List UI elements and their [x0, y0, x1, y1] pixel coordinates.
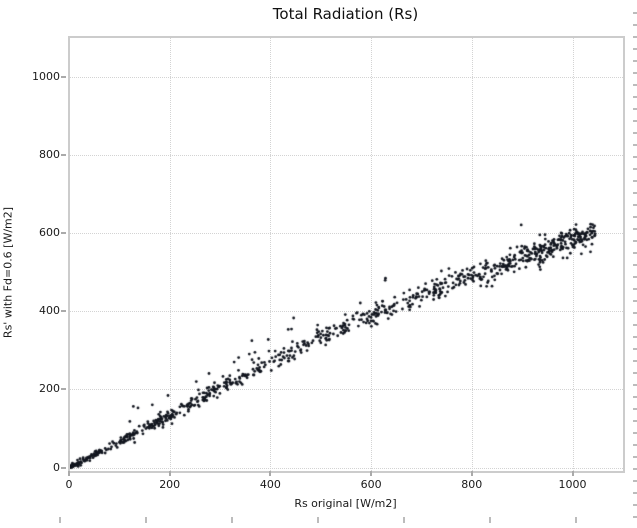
right-ruler-tick	[633, 84, 637, 86]
right-ruler-tick	[633, 36, 637, 38]
x-tick-label: 1000	[558, 478, 587, 491]
y-tick-label: 1000	[32, 69, 60, 83]
right-ruler-tick	[633, 216, 637, 218]
x-tick-mark	[168, 471, 171, 476]
right-ruler-tick	[633, 348, 637, 350]
chart-title: Total Radiation (Rs)	[272, 5, 419, 23]
right-ruler-tick	[633, 468, 637, 470]
bottom-ruler-tick	[403, 517, 405, 523]
x-tick-label: 800	[461, 478, 483, 491]
right-ruler-tick	[633, 360, 637, 362]
right-ruler-tick	[633, 24, 637, 26]
scatter-points-canvas	[70, 38, 623, 471]
y-tick-mark	[61, 310, 66, 313]
right-ruler-tick	[633, 372, 637, 374]
y-tick-label: 600	[39, 225, 60, 239]
right-ruler-tick	[633, 396, 637, 398]
x-tick-label: 0	[65, 478, 73, 491]
y-tick-mark	[61, 466, 66, 469]
bottom-ruler-tick	[231, 517, 233, 523]
right-ruler-tick	[633, 516, 637, 518]
y-tick-mark	[61, 75, 66, 78]
bottom-ruler-tick	[489, 517, 491, 523]
y-tick-mark	[61, 388, 66, 391]
x-tick-label: 400	[259, 478, 281, 491]
right-ruler-tick	[633, 48, 637, 50]
x-tick-mark	[269, 471, 272, 476]
bottom-ruler-tick	[575, 517, 577, 523]
right-ruler-tick	[633, 300, 637, 302]
right-ruler-tick	[633, 252, 637, 254]
bottom-ruler-tick	[59, 517, 61, 523]
y-tick-label: 0	[53, 460, 60, 474]
right-ruler-tick	[633, 264, 637, 266]
right-ruler-tick	[633, 72, 637, 74]
right-ruler-tick	[633, 144, 637, 146]
y-tick-mark	[61, 231, 66, 234]
right-ruler-tick	[633, 120, 637, 122]
x-tick-label: 600	[360, 478, 382, 491]
right-ruler-tick	[633, 324, 637, 326]
y-tick-mark	[61, 153, 66, 156]
x-tick-label: 200	[159, 478, 181, 491]
plot-area	[68, 36, 625, 473]
right-ruler-tick	[633, 432, 637, 434]
right-ruler-tick	[633, 444, 637, 446]
right-ruler-tick	[633, 156, 637, 158]
right-ruler-tick	[633, 408, 637, 410]
right-ruler-tick	[633, 204, 637, 206]
y-tick-label: 400	[39, 304, 60, 318]
right-ruler-tick	[633, 480, 637, 482]
y-tick-label: 800	[39, 147, 60, 161]
right-ruler-tick	[633, 420, 637, 422]
x-tick-mark	[470, 471, 473, 476]
right-ruler-tick	[633, 168, 637, 170]
right-ruler-tick	[633, 240, 637, 242]
x-axis-label: Rs original [W/m2]	[294, 497, 397, 510]
y-tick-label: 200	[39, 382, 60, 396]
y-axis-label: Rs' with Fd=0.6 [W/m2]	[1, 206, 15, 339]
x-tick-mark	[370, 471, 373, 476]
bottom-ruler-tick	[145, 517, 147, 523]
right-ruler-tick	[633, 12, 637, 14]
x-tick-mark	[571, 471, 574, 476]
bottom-ruler-tick	[317, 517, 319, 523]
x-tick-mark	[68, 471, 70, 476]
right-ruler-tick	[633, 132, 637, 134]
right-ruler-tick	[633, 312, 637, 314]
right-ruler-tick	[633, 108, 637, 110]
right-ruler-tick	[633, 384, 637, 386]
right-ruler-tick	[633, 192, 637, 194]
right-ruler-tick	[633, 60, 637, 62]
right-ruler-tick	[633, 492, 637, 494]
right-ruler-tick	[633, 228, 637, 230]
right-ruler-tick	[633, 336, 637, 338]
right-ruler-tick	[633, 504, 637, 506]
right-ruler-tick	[633, 456, 637, 458]
right-ruler-tick	[633, 180, 637, 182]
right-ruler-tick	[633, 96, 637, 98]
right-ruler-tick	[633, 276, 637, 278]
right-ruler-tick	[633, 288, 637, 290]
